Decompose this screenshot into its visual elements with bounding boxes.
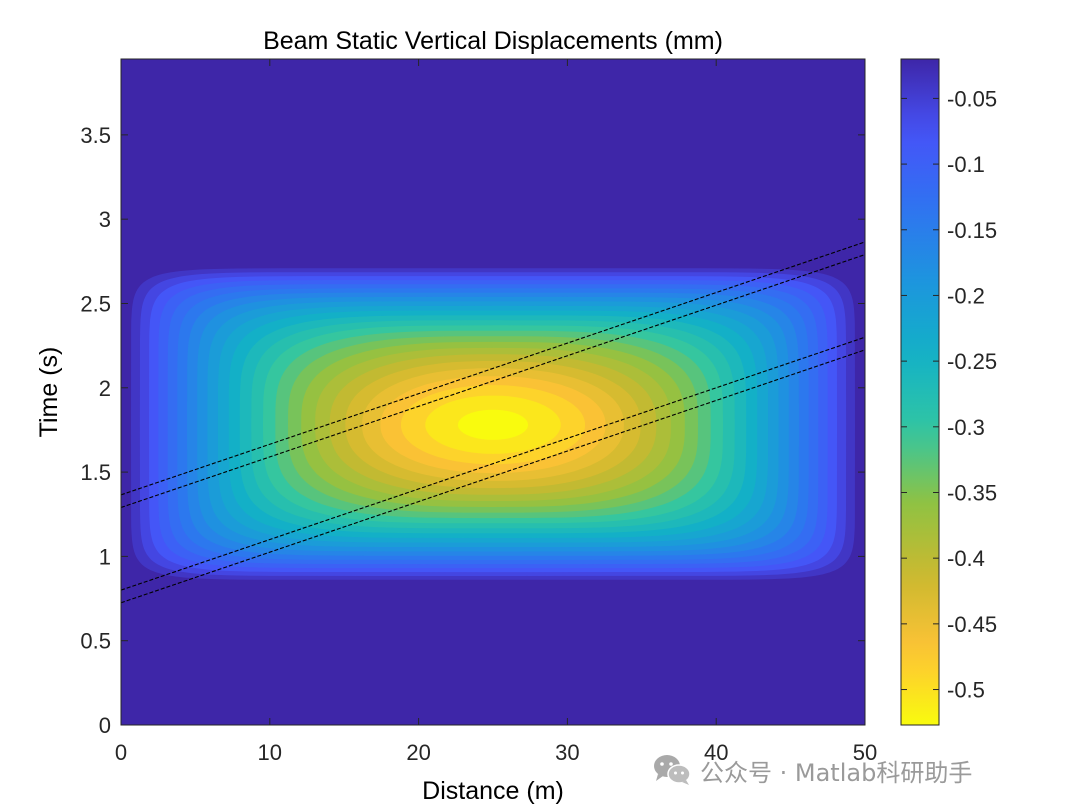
x-tick-label: 50 [853, 740, 877, 765]
plot-area-frame [120, 58, 866, 726]
colorbar-tick-label: -0.35 [947, 480, 997, 505]
colorbar-tick-label: -0.05 [947, 86, 997, 111]
y-axis: 0 0.5 1 1.5 2 2.5 3 3.5 [80, 123, 865, 738]
y-tick-label: 3 [99, 207, 111, 232]
colorbar-tick-label: -0.25 [947, 349, 997, 374]
colorbar-ticks: -0.05 -0.1 -0.15 -0.2 -0.25 -0.3 -0.35 -0.4 -0.4… [901, 86, 997, 703]
colorbar-tick-label: -0.45 [947, 612, 997, 637]
load-path-lines [121, 241, 865, 604]
y-tick-label: 1 [99, 544, 111, 569]
chart-title: Beam Static Vertical Displacements (mm) [263, 27, 723, 55]
colorbar-tick-label: -0.4 [947, 546, 985, 571]
colorbar-tick-label: -0.5 [947, 678, 985, 703]
x-tick-label: 30 [555, 740, 579, 765]
y-axis-label: Time (s) [35, 347, 63, 438]
y-tick-label: 1.5 [80, 460, 111, 485]
colorbar-tick-label: -0.3 [947, 415, 985, 440]
load-path-line [121, 241, 865, 496]
load-path-line [121, 254, 865, 509]
load-path-line [121, 336, 865, 591]
y-tick-label: 0.5 [80, 629, 111, 654]
colorbar [900, 58, 940, 726]
colorbar-tick-label: -0.2 [947, 283, 985, 308]
y-tick-label: 2.5 [80, 291, 111, 316]
x-tick-label: 0 [115, 740, 127, 765]
load-path-line [121, 349, 865, 604]
x-axis: 0 10 20 30 40 50 [115, 59, 877, 765]
y-tick-label: 2 [99, 376, 111, 401]
watermark: 公众号 · Matlab科研助手 [652, 752, 972, 788]
x-axis-label: Distance (m) [422, 777, 564, 805]
watermark-text: 公众号 · Matlab科研助手 [700, 758, 973, 787]
x-tick-label: 20 [406, 740, 430, 765]
x-tick-label: 40 [704, 740, 728, 765]
colorbar-tick-label: -0.1 [947, 152, 985, 177]
wechat-icon [654, 755, 691, 785]
contour-band [458, 409, 528, 440]
x-tick-label: 10 [258, 740, 282, 765]
y-tick-label: 3.5 [80, 123, 111, 148]
y-tick-label: 0 [99, 713, 111, 738]
contour-field [121, 59, 865, 725]
colorbar-tick-label: -0.15 [947, 218, 997, 243]
